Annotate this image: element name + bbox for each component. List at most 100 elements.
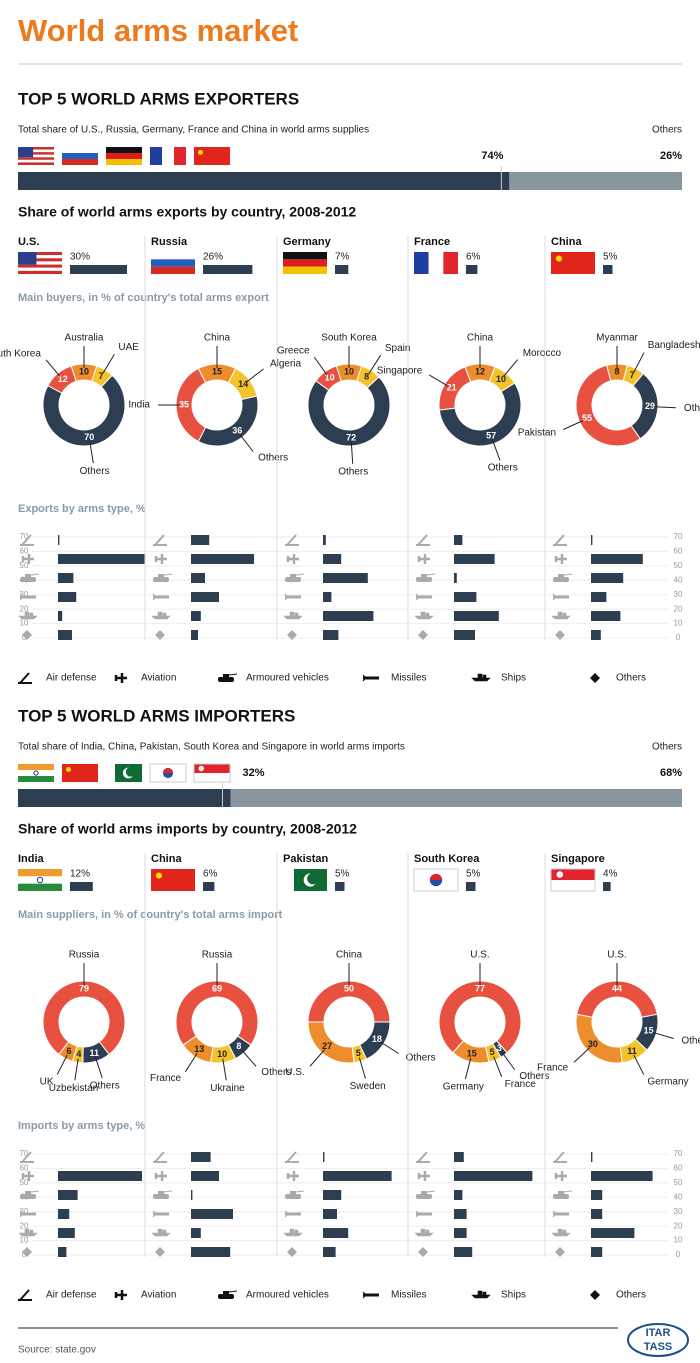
segment-label: 15 [212,366,222,376]
flag [151,869,195,891]
flag-part [18,267,62,271]
arms-icon [18,1228,38,1237]
flag-part [151,869,195,891]
arms-title: Exports by arms type, % [18,503,146,515]
icon-part [286,1151,297,1163]
partner-name: Germany [443,1082,484,1093]
tick-label: 50 [20,561,29,570]
legend-label: Ships [501,1290,526,1301]
flag-part [18,776,54,782]
flag [283,252,327,274]
arms-bar [591,1190,603,1200]
flag-part [197,149,203,155]
icon-part [555,630,565,640]
icon-part [553,577,569,582]
segment-label: 7 [98,371,103,381]
arms-icon [286,554,299,564]
icon-part [154,1151,165,1163]
partner-name: U.S. [607,950,626,961]
arms-bar [58,535,60,545]
arms-icon [22,1247,32,1257]
partner-name: Others [258,453,288,464]
legend-label: Missiles [391,1290,427,1301]
partner-name: UAE [118,342,139,353]
partner-name: Sweden [350,1081,386,1092]
icon-part [415,593,420,601]
legend-label: Aviation [141,1290,176,1301]
arms-icon [553,573,573,582]
arms-icon [218,1290,238,1299]
arms-icon [471,1290,491,1299]
tick-label: 30 [674,1207,683,1216]
arms-icon [418,1247,428,1257]
segment-label: 44 [612,983,622,993]
leader-line [350,441,354,464]
leader-line [309,1049,325,1067]
arms-icon [284,593,301,601]
partner-name: South Korea [0,348,41,359]
flag-part [551,252,595,274]
arms-icon [415,593,432,601]
arms-bar [323,1247,336,1257]
partner-name: U.S. [285,1067,304,1078]
country-share-bar [70,882,93,891]
share-label: 32% [242,767,264,779]
arms-bar [323,1209,337,1219]
icon-part [20,577,36,582]
icon-part [286,554,299,564]
icon-part [554,534,565,546]
arms-bar [323,1152,325,1162]
partner-name: Russia [69,950,100,961]
country-share-bar [466,882,476,891]
arms-icon [153,1190,173,1199]
flag-part [194,764,230,773]
arms-icon [287,630,297,640]
arms-icon [155,1247,165,1257]
flag-part [18,255,62,259]
partner-name: South Korea [321,333,377,344]
subtitle: Total share of U.S., Russia, Germany, Fr… [18,125,369,136]
icon-part [158,574,164,577]
country-share-bar [203,882,215,891]
country-name: South Korea [414,853,480,865]
segment-label: 57 [486,430,496,440]
segment-label: 8 [614,366,619,376]
arms-bar [191,1247,231,1257]
icon-part [551,611,571,620]
segment-label: 6 [67,1046,72,1056]
icon-part [295,1190,305,1193]
flag-part [283,869,294,891]
flag-part [18,770,54,776]
flag-part [18,883,62,891]
flag [18,147,54,165]
partner-name: Others [519,1071,549,1082]
flag-part [18,270,62,274]
country-share: 4% [603,869,618,880]
arms-icon [153,534,167,546]
partner-name: France [150,1073,182,1084]
icon-part [163,1190,173,1193]
tick-label: 10 [20,1236,29,1245]
arms-icon [555,630,565,640]
leader-line [492,439,501,461]
icon-part [21,1151,32,1163]
partner-name: Others [80,466,110,477]
icon-part [21,534,32,546]
arms-icon [285,573,305,582]
icon-part [152,593,157,601]
leader-line [379,1041,400,1055]
segment-label: 11 [89,1048,99,1058]
arms-bar [454,535,463,545]
leader-line [563,419,584,430]
flag-part [429,873,443,880]
arms-icon [553,534,567,546]
partner-name: Myanmar [596,333,638,344]
arms-icon [151,1228,171,1237]
partner-name: Others [684,403,700,414]
partner-name: UK [40,1076,54,1087]
icon-part [151,1228,171,1237]
flag-part [162,767,174,773]
leader-line [56,1054,68,1075]
icon-part [414,1228,434,1237]
